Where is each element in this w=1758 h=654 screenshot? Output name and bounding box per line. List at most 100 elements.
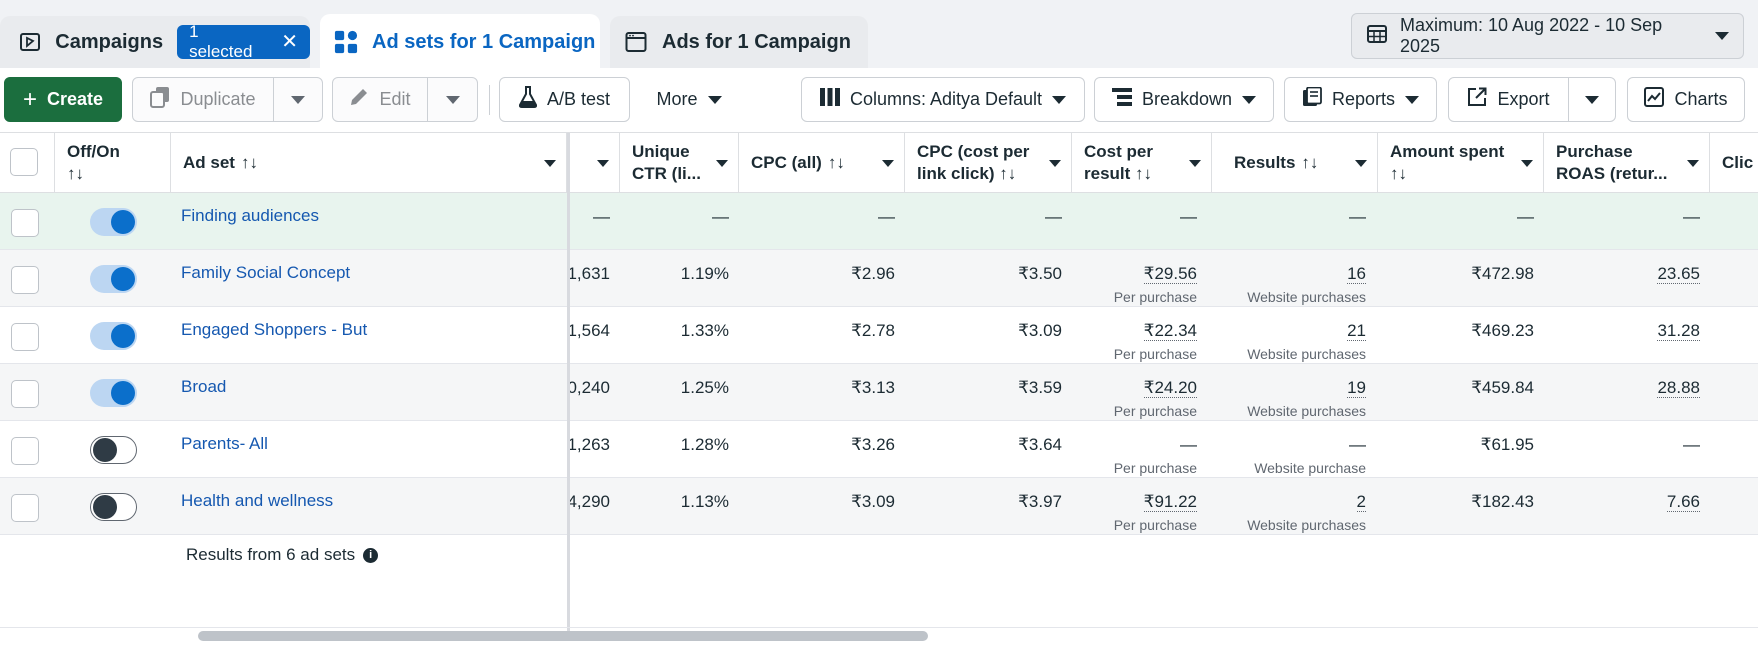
reports-button[interactable]: Reports [1284,77,1437,122]
cell-amount-spent-value: ₹472.98 [1471,264,1534,283]
cell-results-value[interactable]: 21 [1347,321,1366,341]
more-button[interactable]: More [645,77,733,122]
tab-ads[interactable]: Ads for 1 Campaign [610,16,868,68]
row-checkbox[interactable] [11,209,39,237]
cell-amount-spent-value: — [1517,207,1534,226]
adset-name-link[interactable]: Finding audiences [181,206,319,225]
chevron-down-icon [1405,95,1420,104]
adset-name-link[interactable]: Parents- All [181,434,268,453]
tab-campaigns-label: Campaigns [55,30,164,53]
cell-results-value[interactable]: — [1349,435,1366,454]
duplicate-button[interactable]: Duplicate [132,77,274,122]
chevron-down-icon[interactable] [544,160,556,167]
cell-results-value[interactable]: 16 [1347,264,1366,284]
chevron-down-icon[interactable] [882,160,894,167]
cell-cost-per-result-value[interactable]: ₹29.56 [1143,264,1197,284]
chevron-down-icon[interactable] [1049,160,1061,167]
chevron-down-icon[interactable] [1355,160,1367,167]
cell-cost-per-result-sub: Per purchase [1113,403,1197,419]
cell-unique-ctr-value: 1.25% [680,378,729,397]
info-icon[interactable]: i [363,547,379,563]
cell-cost-per-result: ₹22.34 Per purchase [1072,307,1197,364]
cell-cost-per-result: ₹24.20 Per purchase [1072,364,1197,421]
row-checkbox[interactable] [11,380,39,408]
header-cpc-link[interactable]: CPC (cost per link click) ↑↓ [905,133,1072,193]
sort-icon: ↑↓ [1301,153,1319,172]
delivery-toggle[interactable] [90,208,137,236]
cell-cost-per-result-value[interactable]: — [1180,207,1197,226]
cell-purchase-roas-value[interactable]: 28.88 [1657,378,1700,398]
cell-purchase-roas-value[interactable]: — [1683,207,1700,226]
delivery-toggle[interactable] [90,322,137,350]
cell-unique-ctr-value: 1.33% [680,321,729,340]
row-checkbox[interactable] [11,494,39,522]
header-cpc-all[interactable]: CPC (all) ↑↓ [739,133,905,193]
row-checkbox[interactable] [11,437,39,465]
cell-purchase-roas-value[interactable]: 23.65 [1657,264,1700,284]
delivery-toggle[interactable] [90,379,137,407]
row-checkbox[interactable] [11,323,39,351]
ab-test-button[interactable]: A/B test [499,77,630,122]
cell-cost-per-result-value[interactable]: ₹24.20 [1143,378,1197,398]
cell-results-value[interactable]: — [1349,207,1366,226]
header-results[interactable]: Results ↑↓ [1212,133,1378,193]
create-button[interactable]: + Create [4,77,122,122]
selected-count-badge[interactable]: 1 selected ✕ [177,22,310,61]
export-button[interactable]: Export [1448,77,1569,122]
clear-selection-icon[interactable]: ✕ [281,31,298,53]
scrollbar-track [0,627,1758,628]
header-off-on[interactable]: Off/On ↑↓ [55,133,171,193]
export-dropdown-button[interactable] [1568,77,1616,122]
header-cpc-all-label: CPC (all) [751,153,822,172]
cell-cost-per-result-value[interactable]: — [1180,435,1197,454]
table-row[interactable]: Family Social Concept 1,631 1.19% ₹2.96 ₹3.5… [0,250,1758,307]
chevron-down-icon [1242,95,1257,104]
select-all-checkbox[interactable] [10,148,38,176]
table-row[interactable]: Engaged Shoppers - But 1,564 1.33% ₹2.78 ₹3.… [0,307,1758,364]
delivery-toggle[interactable] [90,265,137,293]
adset-name-link[interactable]: Health and wellness [181,491,334,510]
header-purchase-roas[interactable]: Purchase ROAS (retur... [1544,133,1710,193]
charts-button[interactable]: Charts [1627,77,1745,122]
header-ad-set[interactable]: Ad set ↑↓ [171,133,567,193]
tab-adsets[interactable]: Ad sets for 1 Campaign [320,14,600,70]
date-range-picker[interactable]: Maximum: 10 Aug 2022 - 10 Sep 2025 [1351,13,1744,59]
columns-button[interactable]: Columns: Aditya Default [801,77,1085,122]
header-select-cell [0,133,55,193]
table-row[interactable]: Parents- All 1,263 1.28% ₹3.26 ₹3.64 — Per pur… [0,421,1758,478]
cell-cost-per-result-value[interactable]: ₹91.22 [1143,492,1197,512]
table-row[interactable]: Broad 0,240 1.25% ₹3.13 ₹3.59 ₹24.20 Per purch… [0,364,1758,421]
chevron-down-icon[interactable] [716,160,728,167]
tab-campaigns[interactable]: Campaigns 1 selected ✕ [0,16,310,68]
chevron-down-icon[interactable] [1687,160,1699,167]
cell-purchase-roas-value[interactable]: 31.28 [1657,321,1700,341]
edit-button[interactable]: Edit [332,77,428,122]
header-cost-per-result[interactable]: Cost per result ↑↓ [1072,133,1212,193]
table-row[interactable]: Finding audiences — — — — — — — — [0,193,1758,250]
adset-name-link[interactable]: Engaged Shoppers - But [181,320,368,339]
horizontal-scrollbar[interactable] [198,631,928,641]
header-hidden-column[interactable] [570,133,620,193]
cell-purchase-roas-value[interactable]: — [1683,435,1700,454]
cell-purchase-roas-value[interactable]: 7.66 [1666,492,1700,512]
table-row[interactable]: Health and wellness 4,290 1.13% ₹3.09 ₹3.97 ₹… [0,478,1758,535]
cell-cpc-link-value: ₹3.97 [1018,492,1062,511]
delivery-toggle[interactable] [90,493,137,521]
edit-dropdown-button[interactable] [427,77,478,122]
chevron-down-icon[interactable] [1521,160,1533,167]
adset-name-link[interactable]: Family Social Concept [181,263,351,282]
delivery-toggle[interactable] [90,436,137,464]
cell-results-value[interactable]: 19 [1347,378,1366,398]
adset-name-link[interactable]: Broad [181,377,227,396]
chevron-down-icon[interactable] [597,160,609,167]
header-amount-spent[interactable]: Amount spent ↑↓ [1378,133,1544,193]
cell-cost-per-result-value[interactable]: ₹22.34 [1143,321,1197,341]
cell-results-value[interactable]: 2 [1356,492,1366,512]
breakdown-button[interactable]: Breakdown [1094,77,1274,122]
duplicate-dropdown-button[interactable] [273,77,323,122]
row-checkbox[interactable] [11,266,39,294]
header-clicks[interactable]: Clic [1710,133,1758,193]
header-results-label: Results [1234,153,1296,172]
header-unique-ctr[interactable]: Unique CTR (li... [620,133,739,193]
chevron-down-icon[interactable] [1189,160,1201,167]
